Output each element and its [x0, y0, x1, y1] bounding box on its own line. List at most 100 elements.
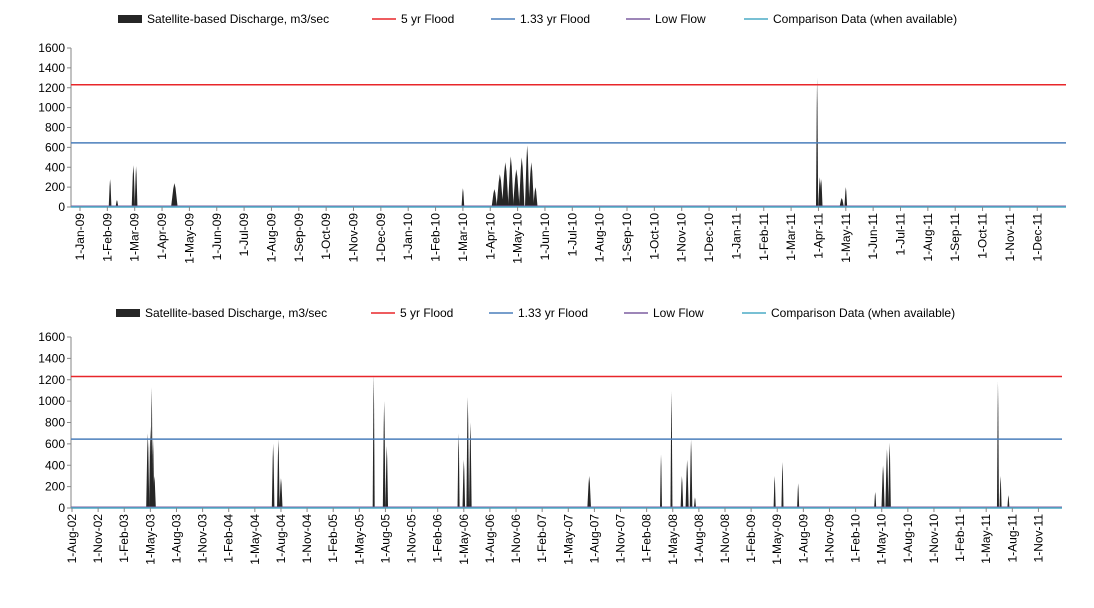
- x-tick-label: 1-Nov-11: [1031, 514, 1045, 563]
- x-tick-label: 1-Aug-09: [264, 213, 278, 263]
- x-tick-label: 1-Nov-02: [91, 514, 105, 564]
- discharge-peak: [146, 433, 150, 508]
- x-tick-label: 1-Feb-03: [117, 514, 131, 563]
- discharge-peak: [781, 462, 784, 508]
- legend-swatch-discharge: [118, 15, 142, 23]
- x-tick-label: 1-May-06: [457, 514, 471, 565]
- x-tick-label: 1-May-04: [248, 514, 262, 565]
- x-tick-label: 1-May-08: [666, 514, 680, 565]
- x-tick-label: 1-Nov-05: [405, 514, 419, 564]
- x-tick-label: 1-Feb-08: [640, 514, 654, 563]
- y-tick-label: 200: [45, 480, 65, 494]
- x-tick-label: 1-Sep-11: [948, 213, 962, 262]
- x-tick-label: 1-Jun-11: [866, 213, 880, 260]
- x-tick-label: 1-May-05: [352, 514, 366, 565]
- y-tick-label: 0: [58, 200, 65, 214]
- discharge-peak: [491, 189, 498, 207]
- x-tick-label: 1-Aug-09: [796, 514, 810, 564]
- discharge-peak: [660, 454, 663, 508]
- discharge-peak: [839, 198, 844, 207]
- discharge-peak: [1007, 495, 1010, 508]
- x-tick-label: 1-Feb-10: [429, 213, 443, 262]
- x-tick-label: 1-Feb-09: [100, 213, 114, 262]
- x-tick-label: 1-Apr-10: [483, 213, 497, 260]
- x-tick-label: 1-Feb-05: [326, 514, 340, 563]
- discharge-peak: [271, 443, 275, 508]
- discharge-peak: [888, 442, 891, 508]
- x-tick-label: 1-Feb-11: [953, 514, 967, 562]
- discharge-peak: [996, 381, 999, 508]
- x-tick-label: 1-Nov-06: [509, 514, 523, 564]
- y-tick-label: 400: [45, 458, 65, 472]
- discharge-peak: [496, 174, 504, 207]
- x-tick-label: 1-Oct-10: [647, 213, 661, 260]
- x-tick-label: 1-Aug-03: [169, 514, 183, 564]
- legend-label: Comparison Data (when available): [771, 306, 955, 320]
- discharge-peak: [134, 166, 138, 207]
- discharge-chart-2009-2011: Satellite-based Discharge, m3/sec 5 yr Fl…: [38, 12, 1066, 264]
- legend-label: Satellite-based Discharge, m3/sec: [147, 12, 329, 26]
- x-tick-label: 1-May-07: [561, 514, 575, 565]
- x-tick-label: 1-Feb-10: [849, 514, 863, 563]
- x-tick-label: 1-Aug-08: [692, 514, 706, 564]
- y-tick-label: 600: [45, 140, 65, 154]
- x-tick-label: 1-May-11: [839, 213, 853, 263]
- x-tick-label: 1-Dec-10: [702, 213, 716, 263]
- x-tick-label: 1-Aug-05: [378, 514, 392, 564]
- x-tick-label: 1-Jan-11: [729, 213, 743, 260]
- discharge-peak: [518, 157, 525, 207]
- x-tick-label: 1-May-09: [182, 213, 196, 264]
- x-tick-label: 1-Dec-09: [374, 213, 388, 263]
- x-tick-label: 1-Nov-07: [614, 514, 628, 564]
- discharge-peak: [171, 183, 178, 207]
- legend-swatch-discharge: [116, 309, 140, 317]
- x-tick-label: 1-Nov-09: [822, 514, 836, 564]
- discharge-peak: [462, 459, 466, 508]
- discharge-peak: [844, 187, 848, 207]
- legend-label: 1.33 yr Flood: [520, 12, 590, 26]
- x-tick-label: 1-Dec-11: [1030, 213, 1044, 262]
- x-tick-label: 1-Jul-10: [565, 213, 579, 257]
- legend-label: Low Flow: [655, 12, 706, 26]
- x-tick-label: 1-Sep-09: [292, 213, 306, 263]
- y-tick-label: 1000: [38, 101, 65, 115]
- discharge-peak: [466, 396, 470, 508]
- discharge-peak: [587, 475, 592, 508]
- discharge-peak: [508, 156, 514, 207]
- discharge-peak: [382, 401, 386, 508]
- x-tick-label: 1-Feb-09: [744, 514, 758, 563]
- discharge-peak: [277, 439, 280, 508]
- discharge-peak: [819, 179, 823, 207]
- discharge-peak: [469, 422, 472, 508]
- y-tick-label: 1600: [38, 330, 65, 344]
- x-tick-label: 1-Jun-09: [210, 213, 224, 261]
- discharge-peak: [115, 200, 119, 207]
- x-tick-label: 1-Aug-04: [274, 514, 288, 564]
- x-tick-label: 1-Mar-11: [784, 213, 798, 261]
- y-tick-label: 400: [45, 160, 65, 174]
- discharge-peak: [533, 187, 538, 207]
- y-tick-label: 600: [45, 437, 65, 451]
- discharge-peak: [773, 475, 776, 508]
- x-tick-label: 1-Aug-11: [921, 213, 935, 262]
- y-tick-label: 1200: [38, 81, 65, 95]
- x-tick-label: 1-Feb-06: [431, 514, 445, 563]
- x-tick-label: 1-May-10: [875, 514, 889, 565]
- y-tick-label: 800: [45, 121, 65, 135]
- y-tick-label: 1000: [38, 394, 65, 408]
- legend-label: Low Flow: [653, 306, 704, 320]
- y-tick-label: 1600: [38, 41, 65, 55]
- discharge-peak: [457, 433, 460, 508]
- x-tick-label: 1-Aug-10: [901, 514, 915, 564]
- y-tick-label: 200: [45, 180, 65, 194]
- x-tick-label: 1-Sep-10: [620, 213, 634, 263]
- discharge-peak: [152, 475, 156, 508]
- y-tick-label: 800: [45, 416, 65, 430]
- discharge-peak: [279, 478, 283, 508]
- x-tick-label: 1-Aug-10: [593, 213, 607, 263]
- legend-label: 1.33 yr Flood: [518, 306, 588, 320]
- discharge-peak: [885, 449, 889, 508]
- x-tick-label: 1-Aug-06: [483, 514, 497, 564]
- x-tick-label: 1-Mar-10: [456, 213, 470, 262]
